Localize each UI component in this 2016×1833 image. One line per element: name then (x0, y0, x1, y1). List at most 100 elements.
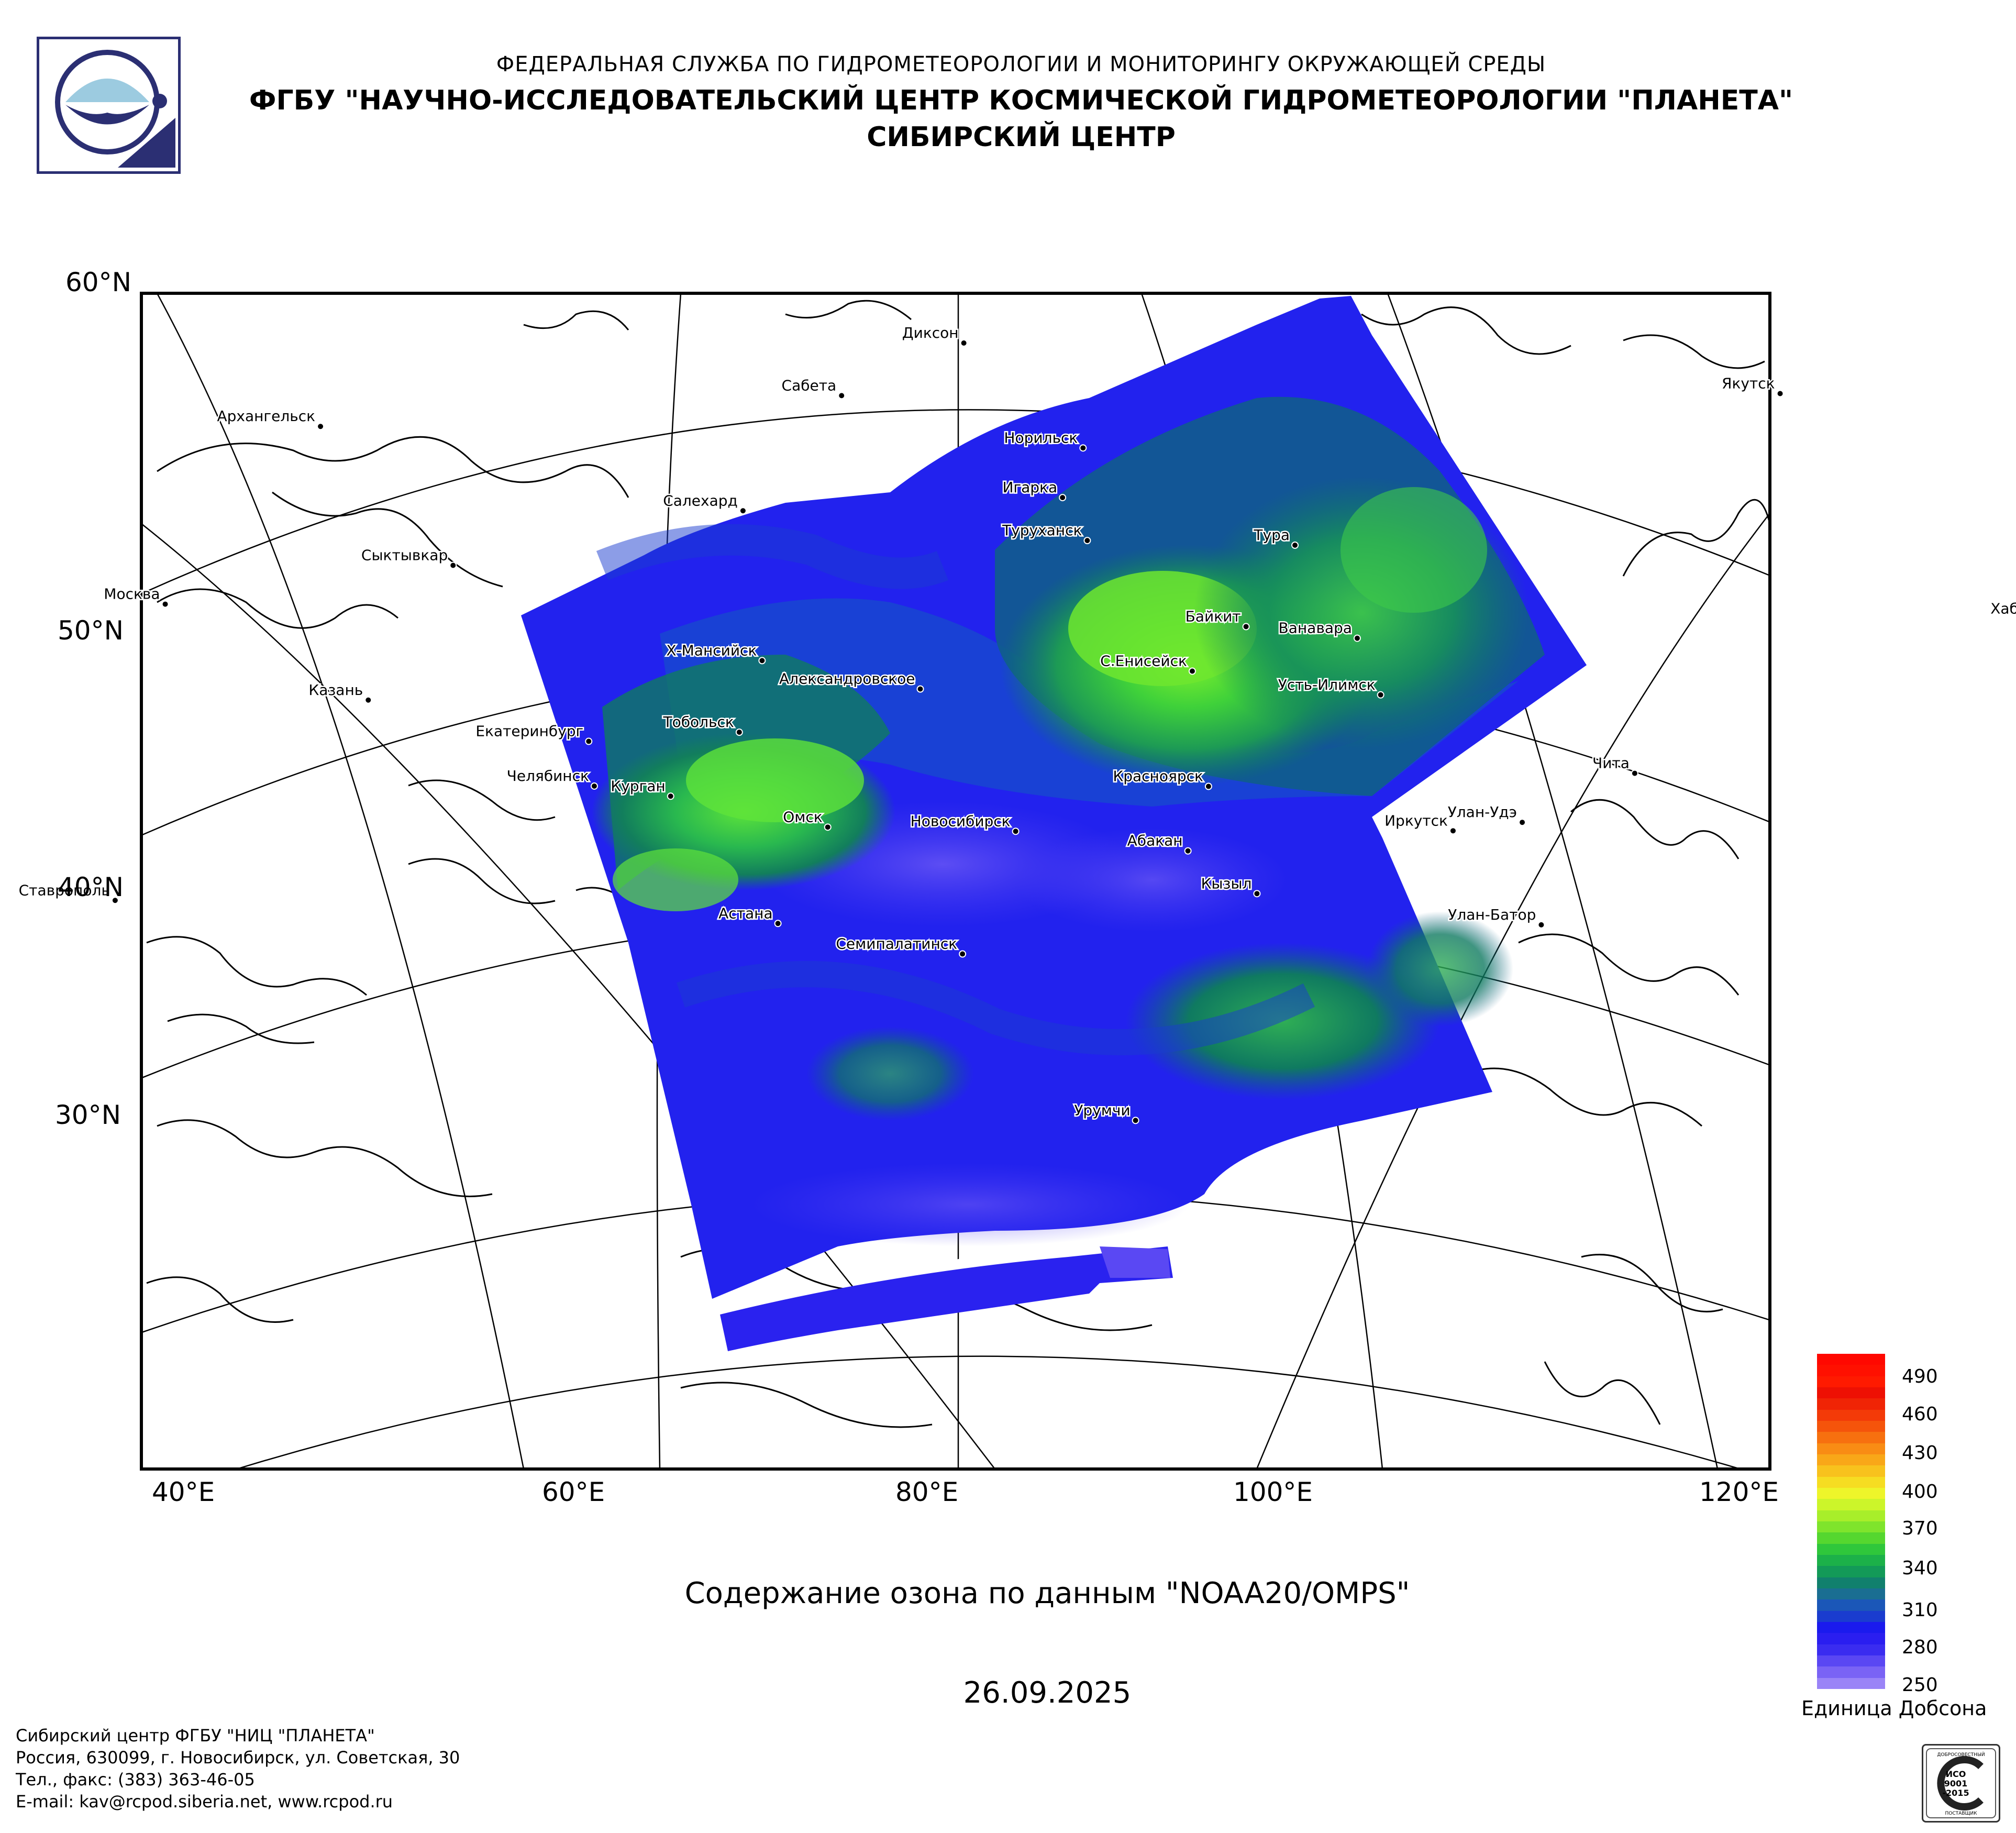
city-marker: Омск (782, 807, 832, 831)
city-marker: Москва (103, 584, 169, 608)
city-label: Байкит (1186, 608, 1241, 625)
city-label: Новосибирск (911, 812, 1011, 830)
legend-swatch (1817, 1677, 1885, 1690)
legend-swatch (1817, 1499, 1885, 1511)
legend-swatch (1817, 1443, 1885, 1455)
city-dot (585, 737, 593, 745)
cert-text-bottom: ПОСТАВЩИК (1945, 1811, 1978, 1816)
legend-label: 460 (1902, 1404, 1938, 1425)
city-label: Норильск (1004, 429, 1078, 446)
lon-label: 80°E (895, 1477, 959, 1507)
city-dot (449, 561, 457, 569)
city-dot (161, 600, 169, 608)
city-marker: С.Енисейск (1099, 651, 1196, 675)
city-dot (1291, 541, 1299, 549)
city-dot (1253, 890, 1261, 898)
city-dot (111, 897, 119, 904)
city-dot (1449, 827, 1457, 835)
city-marker: Кызыл (1200, 874, 1261, 898)
legend-label: 370 (1902, 1518, 1938, 1539)
city-label: Тобольск (662, 713, 734, 731)
lat-label: 50°N (58, 615, 124, 646)
legend-swatch (1817, 1644, 1885, 1656)
city-dot (838, 392, 846, 400)
city-label: Диксон (902, 324, 959, 341)
cert-text-num: 9001 (1944, 1779, 1968, 1788)
color-legend (1817, 1354, 1885, 1690)
lon-label: 100°E (1233, 1477, 1313, 1507)
legend-swatch (1817, 1421, 1885, 1432)
city-marker: Новосибирск (909, 811, 1020, 835)
city-label: Усть-Илимск (1278, 676, 1376, 693)
city-marker: Александровское (778, 669, 924, 693)
city-dot (1012, 827, 1020, 835)
legend-swatch (1817, 1555, 1885, 1566)
city-label: Тура (1253, 526, 1290, 544)
city-label: Якутск (1722, 374, 1775, 392)
legend-swatch (1817, 1599, 1885, 1611)
legend-label: 400 (1902, 1481, 1938, 1503)
legend-label: 250 (1902, 1674, 1938, 1696)
city-marker: Ставрополь (17, 880, 119, 904)
legend-swatch (1817, 1465, 1885, 1477)
city-dot (774, 920, 782, 927)
city-dot (1242, 623, 1250, 631)
legend-swatch (1817, 1622, 1885, 1633)
city-dot (735, 728, 743, 736)
city-dot (1776, 390, 1784, 397)
agency-title: ФЕДЕРАЛЬНАЯ СЛУЖБА ПО ГИДРОМЕТЕОРОЛОГИИ … (496, 52, 1546, 76)
city-marker: Сабета (780, 376, 846, 400)
footer-address: Россия, 630099, г. Новосибирск, ул. Сове… (16, 1748, 460, 1768)
cert-text-top: ДОБРОСОВЕСТНЫЙ (1937, 1751, 1985, 1758)
city-label: Екатеринбург (475, 723, 583, 740)
legend-swatch (1817, 1398, 1885, 1410)
city-label: Абакан (1127, 832, 1183, 849)
city-marker: Ванавара (1277, 618, 1361, 642)
legend-swatch (1817, 1610, 1885, 1622)
footer-org: Сибирский центр ФГБУ "НИЦ "ПЛАНЕТА" (16, 1726, 375, 1746)
city-marker: Хабаровск (1989, 599, 2016, 619)
legend-swatch (1817, 1633, 1885, 1645)
city-marker: Игарка (1001, 478, 1067, 502)
legend-swatch (1817, 1476, 1885, 1488)
city-dot (1353, 634, 1361, 642)
city-dot (1184, 847, 1192, 855)
legend-swatch (1817, 1354, 1885, 1365)
city-marker: Чита (1591, 753, 1638, 777)
lon-label: 60°E (542, 1477, 605, 1507)
city-marker: Байкит (1184, 606, 1250, 631)
city-marker: Туруханск (1001, 521, 1091, 545)
legend-swatch (1817, 1532, 1885, 1544)
city-marker: Норильск (1003, 428, 1087, 452)
legend-swatch (1817, 1655, 1885, 1667)
city-marker: Курган (610, 776, 674, 800)
legend-swatch (1817, 1521, 1885, 1533)
legend-swatch (1817, 1454, 1885, 1466)
city-label: Астана (718, 904, 772, 922)
legend-swatch (1817, 1432, 1885, 1444)
city-dot (758, 657, 766, 665)
city-marker: Тобольск (661, 712, 743, 736)
city-dot (1059, 494, 1067, 502)
city-label: Туруханск (1002, 522, 1082, 539)
city-marker: Абакан (1126, 831, 1192, 855)
city-dot (1377, 691, 1384, 699)
city-marker: Архангельск (216, 406, 325, 430)
city-dot (1079, 444, 1087, 452)
city-marker: Улан-Батор (1447, 904, 1545, 929)
city-label: Иркутск (1384, 812, 1448, 829)
city-dot (916, 685, 924, 693)
city-marker: Тура (1252, 525, 1299, 549)
city-label: Игарка (1002, 479, 1057, 496)
lat-label: 60°N (65, 267, 132, 297)
legend-label: 310 (1902, 1599, 1938, 1621)
city-marker: Иркутск (1383, 811, 1457, 835)
city-label: Улан-Батор (1448, 906, 1536, 923)
map-frame (140, 292, 1771, 1471)
city-label: Казань (308, 681, 363, 699)
city-label: Х-Мансийск (666, 642, 757, 659)
city-label: Александровское (779, 670, 915, 688)
center-title: СИБИРСКИЙ ЦЕНТР (867, 122, 1176, 153)
legend-swatch (1817, 1510, 1885, 1522)
city-dot (1132, 1117, 1139, 1124)
